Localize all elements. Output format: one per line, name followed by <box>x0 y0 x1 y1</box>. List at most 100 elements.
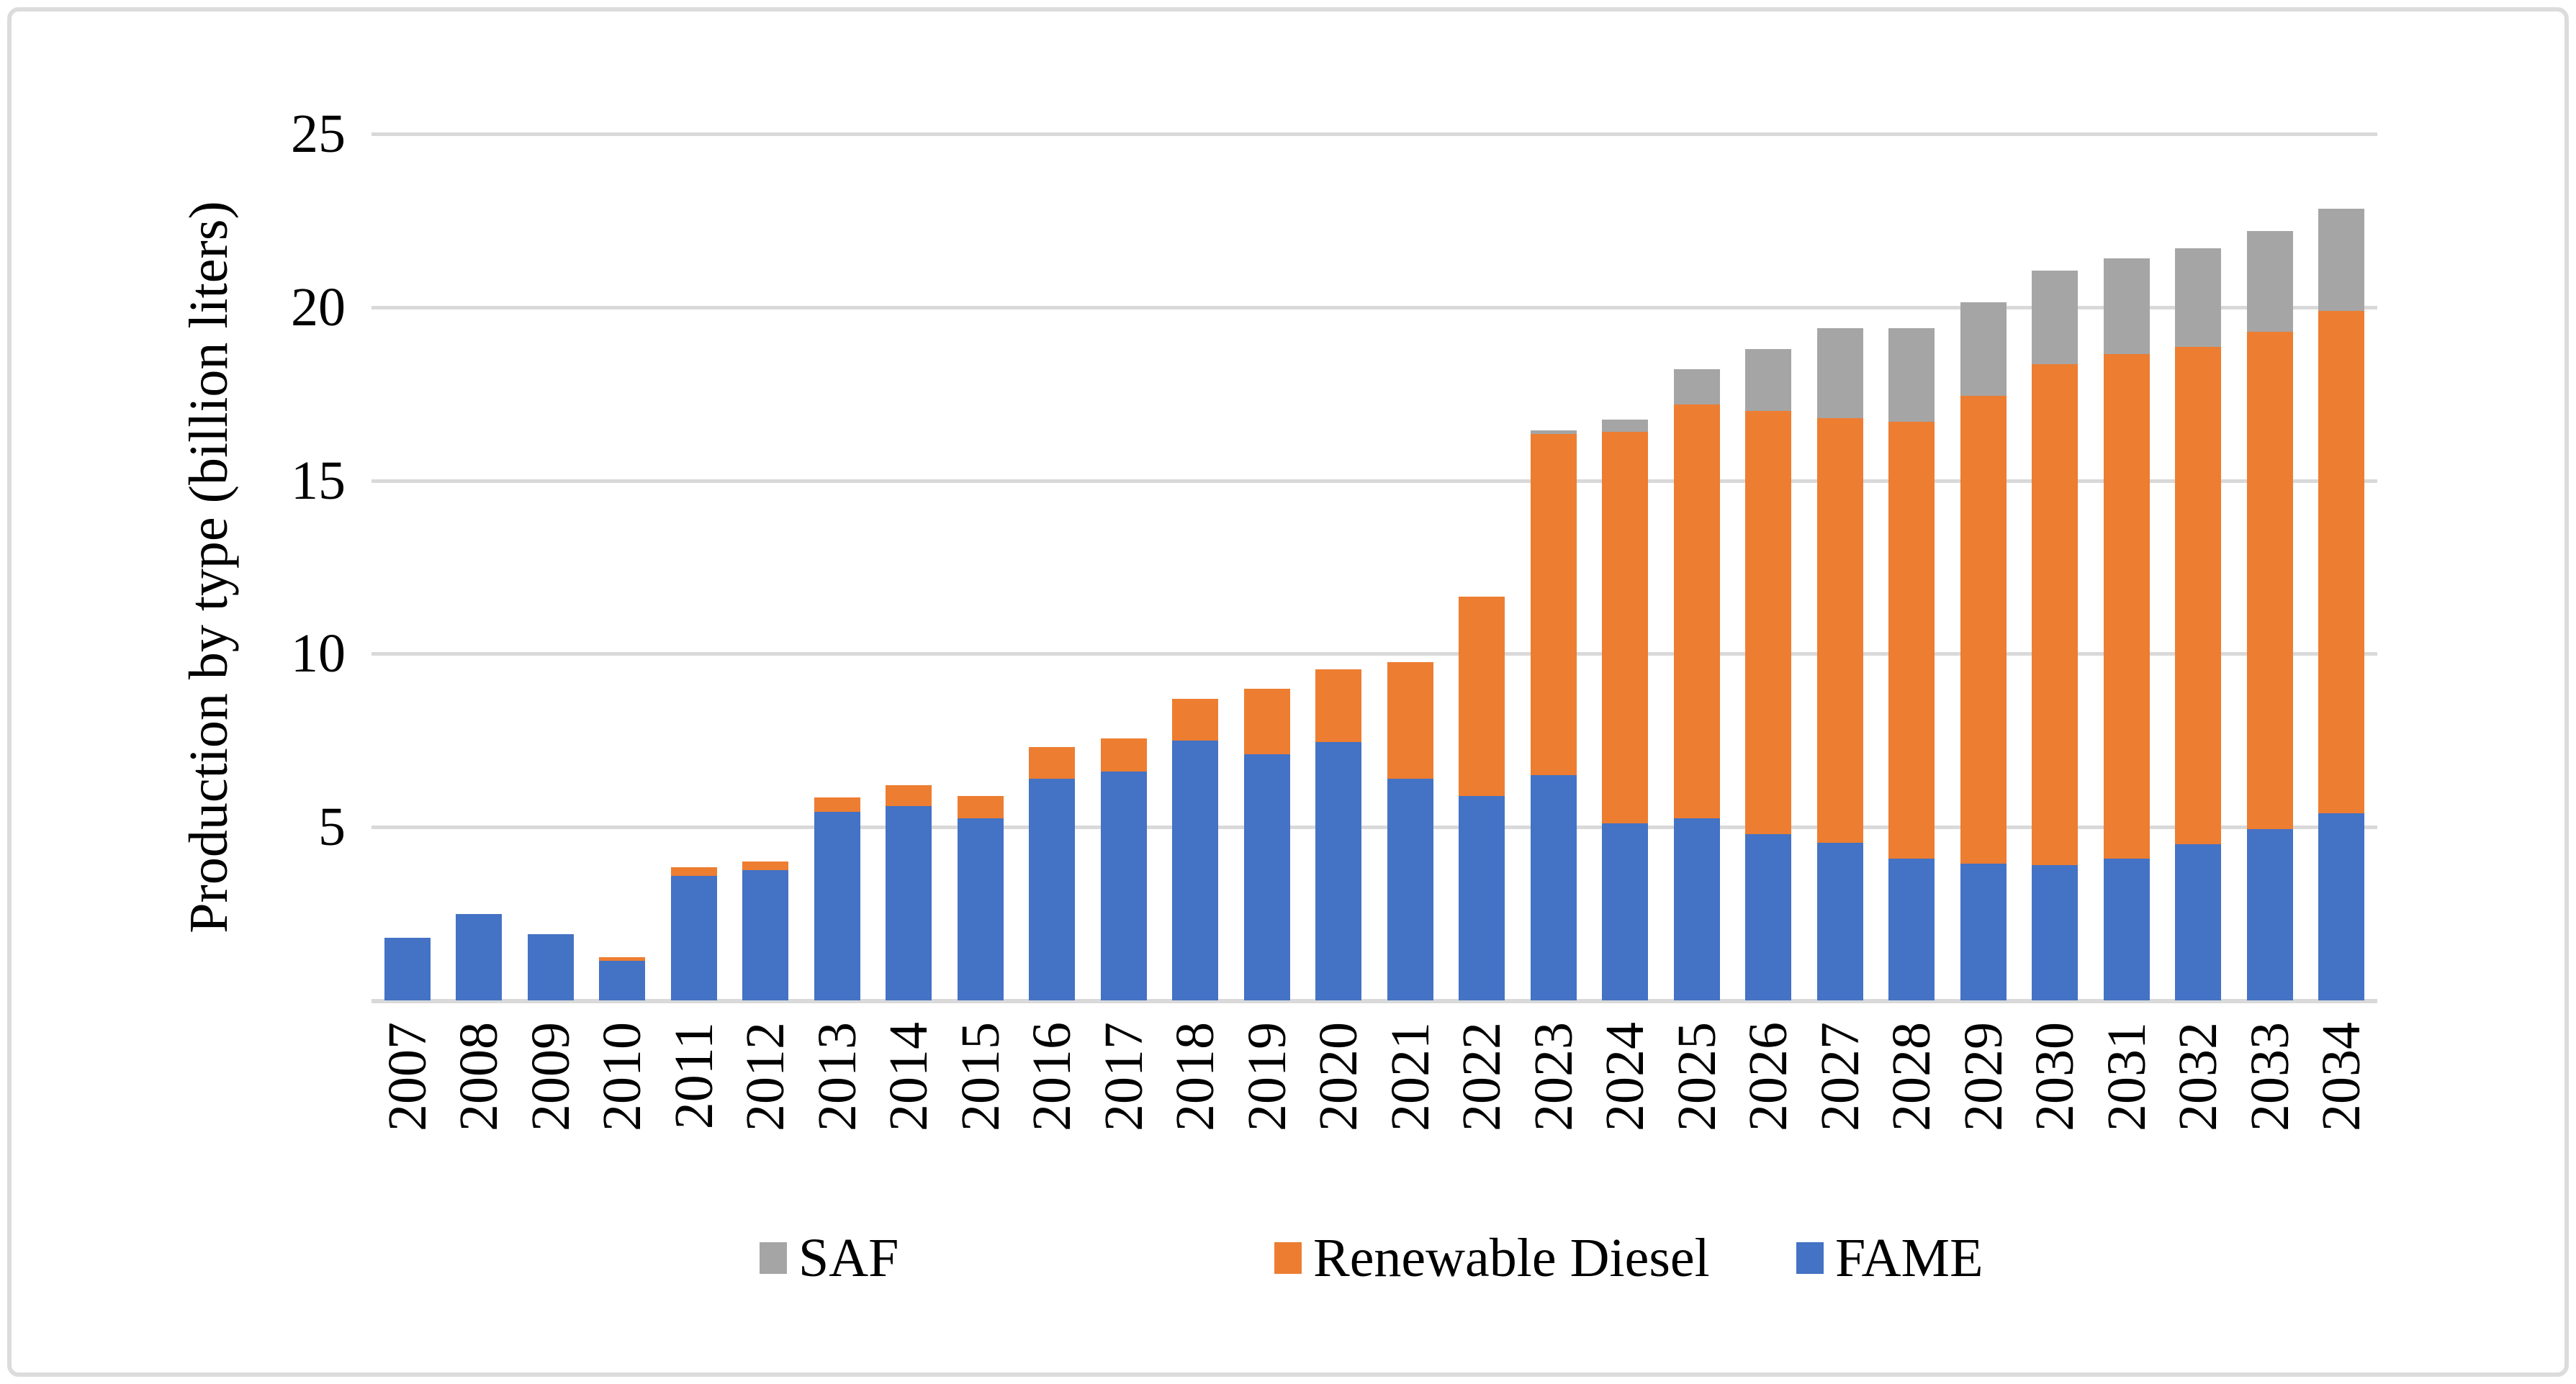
x-axis-label-2014: 2014 <box>878 1022 940 1131</box>
bar-segment-renewable-diesel-2017 <box>1100 738 1147 772</box>
x-axis-line <box>371 999 2377 1003</box>
x-axis-label-2021: 2021 <box>1379 1022 1441 1131</box>
bar-segment-renewable-diesel-2010 <box>599 956 646 961</box>
gridline-15 <box>371 479 2377 483</box>
bar-segment-fame-2028 <box>1888 858 1935 1000</box>
x-axis-label-2007: 2007 <box>377 1022 438 1131</box>
bar-segment-fame-2031 <box>2103 858 2150 1000</box>
bar-segment-saf-2025 <box>1673 369 1720 404</box>
bar-segment-renewable-diesel-2033 <box>2246 331 2293 829</box>
bar-segment-renewable-diesel-2024 <box>1602 432 1649 824</box>
gridline-25 <box>371 132 2377 136</box>
bar-segment-saf-2027 <box>1816 327 1863 418</box>
legend-item-renewable-diesel: Renewable Diesel <box>1274 1229 1710 1287</box>
bar-segment-renewable-diesel-2030 <box>2032 364 2079 866</box>
bar-segment-fame-2015 <box>957 818 1004 1000</box>
bar-segment-renewable-diesel-2013 <box>814 797 860 812</box>
x-axis-label-2020: 2020 <box>1308 1022 1369 1131</box>
gridline-20 <box>371 305 2377 309</box>
bar-segment-fame-2009 <box>527 934 574 1000</box>
bar-segment-fame-2008 <box>456 913 503 1000</box>
x-axis-label-2032: 2032 <box>2168 1022 2229 1131</box>
bar-segment-renewable-diesel-2029 <box>1960 395 2007 864</box>
legend-swatch-icon <box>1274 1242 1302 1274</box>
bar-segment-renewable-diesel-2026 <box>1745 411 1792 834</box>
bar-segment-saf-2028 <box>1888 327 1935 422</box>
bar-segment-fame-2022 <box>1459 795 1505 1000</box>
bar-segment-fame-2012 <box>742 870 789 1000</box>
x-axis-label-2022: 2022 <box>1451 1022 1513 1131</box>
bar-segment-renewable-diesel-2022 <box>1459 596 1505 796</box>
bar-segment-renewable-diesel-2016 <box>1029 747 1076 779</box>
y-tick-label-10: 10 <box>291 623 346 684</box>
legend-item-saf: SAF <box>760 1229 899 1287</box>
bar-segment-saf-2029 <box>1960 302 2007 396</box>
bar-segment-fame-2016 <box>1029 778 1076 1000</box>
x-axis-label-2011: 2011 <box>663 1022 724 1130</box>
legend-swatch-icon <box>760 1242 787 1274</box>
bar-segment-saf-2033 <box>2246 230 2293 332</box>
x-axis-label-2034: 2034 <box>2311 1022 2372 1131</box>
bar-segment-fame-2021 <box>1387 778 1433 1000</box>
bar-segment-saf-2030 <box>2032 271 2079 365</box>
bar-segment-fame-2013 <box>814 811 860 1000</box>
bar-segment-fame-2032 <box>2175 844 2222 1000</box>
bar-segment-renewable-diesel-2014 <box>886 785 932 807</box>
x-axis-label-2013: 2013 <box>806 1022 868 1131</box>
x-axis-label-2024: 2024 <box>1595 1022 1656 1131</box>
bar-segment-renewable-diesel-2019 <box>1243 688 1290 755</box>
x-axis-label-2009: 2009 <box>520 1022 581 1131</box>
x-axis-label-2031: 2031 <box>2096 1022 2157 1131</box>
bar-segment-renewable-diesel-2021 <box>1387 662 1433 779</box>
bar-segment-renewable-diesel-2027 <box>1816 417 1863 843</box>
gridline-10 <box>371 652 2377 656</box>
x-axis-label-2015: 2015 <box>950 1022 1011 1131</box>
x-axis-label-2008: 2008 <box>449 1022 510 1131</box>
legend-label: SAF <box>798 1228 899 1288</box>
legend-item-fame: FAME <box>1796 1229 1983 1287</box>
bar-segment-renewable-diesel-2018 <box>1172 699 1219 741</box>
bar-segment-saf-2031 <box>2103 258 2150 354</box>
y-tick-label-25: 25 <box>291 104 346 164</box>
bar-segment-fame-2025 <box>1673 818 1720 1000</box>
bar-segment-renewable-diesel-2020 <box>1315 669 1362 743</box>
bar-segment-renewable-diesel-2034 <box>2318 310 2365 813</box>
bar-segment-fame-2027 <box>1816 842 1863 1000</box>
y-tick-label-20: 20 <box>291 276 346 338</box>
x-axis-label-2019: 2019 <box>1236 1022 1297 1131</box>
bar-segment-renewable-diesel-2015 <box>957 795 1004 819</box>
x-axis-label-2017: 2017 <box>1093 1022 1154 1131</box>
bar-segment-renewable-diesel-2011 <box>670 867 717 876</box>
y-tick-label-5: 5 <box>318 797 346 858</box>
bar-segment-saf-2023 <box>1530 430 1577 434</box>
bar-segment-fame-2029 <box>1960 863 2007 1000</box>
legend-label: Renewable Diesel <box>1313 1228 1710 1288</box>
bar-segment-saf-2032 <box>2175 248 2222 348</box>
bar-segment-fame-2019 <box>1243 754 1290 1000</box>
bar-segment-fame-2014 <box>886 806 932 1000</box>
bar-segment-renewable-diesel-2023 <box>1530 433 1577 775</box>
x-axis-label-2012: 2012 <box>735 1022 796 1131</box>
x-axis-label-2027: 2027 <box>1809 1022 1870 1131</box>
x-axis-label-2033: 2033 <box>2239 1022 2300 1131</box>
bar-segment-fame-2017 <box>1100 772 1147 1000</box>
bar-segment-saf-2026 <box>1745 348 1792 412</box>
gridline-5 <box>371 826 2377 830</box>
bar-segment-fame-2011 <box>670 875 717 1000</box>
bar-segment-fame-2020 <box>1315 742 1362 1000</box>
x-axis-label-2026: 2026 <box>1738 1022 1799 1131</box>
y-tick-label-15: 15 <box>291 450 346 511</box>
bar-segment-renewable-diesel-2028 <box>1888 421 1935 859</box>
x-axis-label-2016: 2016 <box>1022 1022 1083 1131</box>
bar-segment-renewable-diesel-2032 <box>2175 347 2222 845</box>
bar-segment-fame-2026 <box>1745 833 1792 1000</box>
x-axis-label-2018: 2018 <box>1165 1022 1226 1131</box>
bar-segment-fame-2030 <box>2032 865 2079 1000</box>
x-axis-label-2028: 2028 <box>1881 1022 1942 1131</box>
bar-segment-renewable-diesel-2012 <box>742 861 789 871</box>
x-axis-label-2023: 2023 <box>1523 1022 1584 1131</box>
bar-segment-fame-2007 <box>384 938 431 1000</box>
x-axis-label-2029: 2029 <box>1953 1022 2014 1131</box>
x-axis-label-2030: 2030 <box>2025 1022 2086 1131</box>
